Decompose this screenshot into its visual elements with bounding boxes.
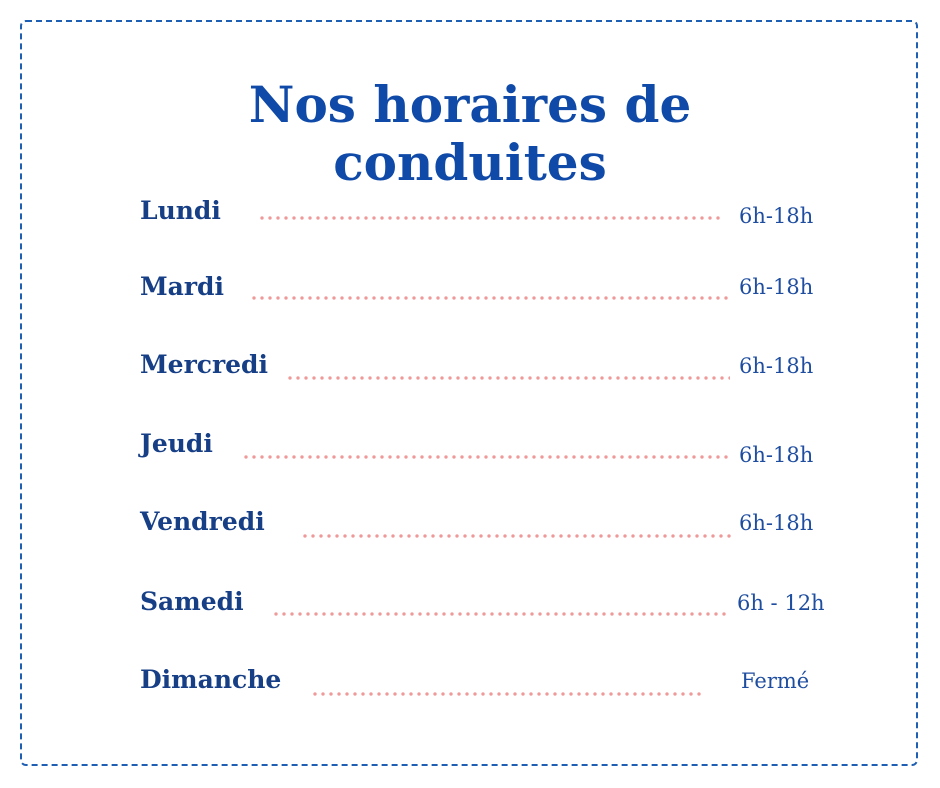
day-label: Mardi xyxy=(140,272,225,301)
hours-value: 6h-18h xyxy=(739,275,814,299)
schedule-row-sunday: Dimanche Fermé xyxy=(0,665,940,705)
hours-value: 6h-18h xyxy=(739,511,814,535)
day-label: Samedi xyxy=(140,587,244,616)
schedule-row-wednesday: Mercredi 6h-18h xyxy=(0,350,940,390)
dashed-frame xyxy=(20,20,918,766)
schedule-row-saturday: Samedi 6h - 12h xyxy=(0,587,940,627)
hours-value: Fermé xyxy=(741,669,810,693)
hours-value: 6h-18h xyxy=(739,443,814,467)
schedule-row-friday: Vendredi 6h-18h xyxy=(0,507,940,547)
day-label: Jeudi xyxy=(140,429,213,458)
day-label: Lundi xyxy=(140,196,221,225)
hours-value: 6h - 12h xyxy=(737,591,825,615)
dotted-leader xyxy=(258,216,722,220)
dotted-leader xyxy=(250,296,730,300)
title-line-2: conduites xyxy=(333,133,607,192)
schedule-row-tuesday: Mardi 6h-18h xyxy=(0,272,940,312)
schedule-row-monday: Lundi 6h-18h xyxy=(0,196,940,236)
dotted-leader xyxy=(242,455,730,459)
day-label: Dimanche xyxy=(140,665,282,694)
day-label: Mercredi xyxy=(140,350,269,379)
title-line-1: Nos horaires de xyxy=(248,75,692,134)
dotted-leader xyxy=(286,376,730,380)
dotted-leader xyxy=(301,534,735,538)
dotted-leader xyxy=(311,692,705,696)
schedule-row-thursday: Jeudi 6h-18h xyxy=(0,429,940,469)
dotted-leader xyxy=(272,612,730,616)
hours-value: 6h-18h xyxy=(739,204,814,228)
hours-value: 6h-18h xyxy=(739,354,814,378)
day-label: Vendredi xyxy=(140,507,265,536)
page-title: Nos horaires de conduites xyxy=(0,76,940,192)
